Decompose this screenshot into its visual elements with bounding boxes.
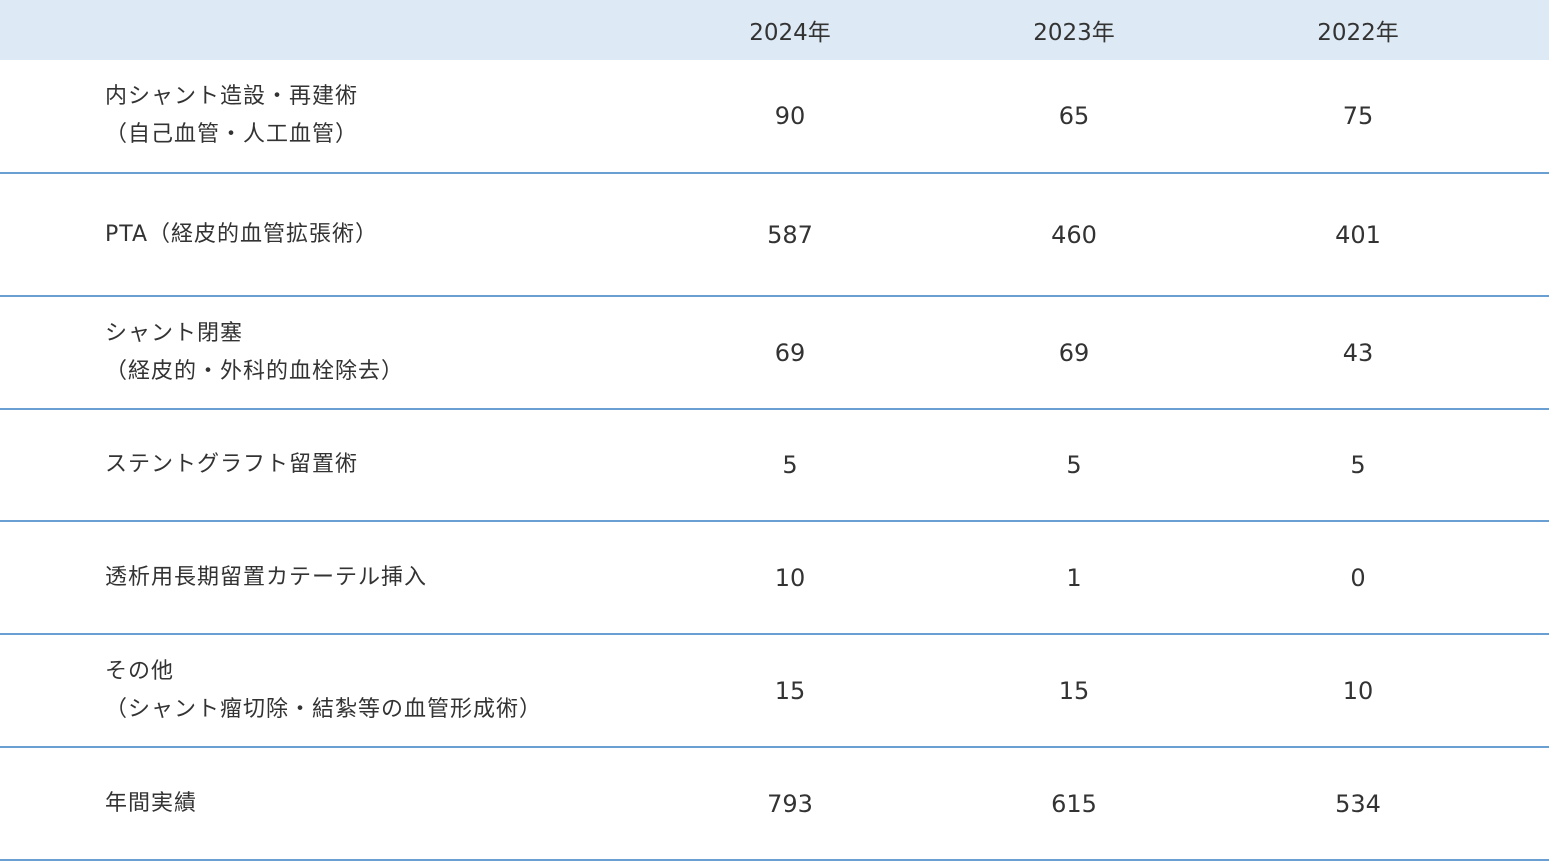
table-row: シャント閉塞 （経皮的・外科的血栓除去） 69 69 43 [0,297,1549,410]
row-label-line1: 内シャント造設・再建術 [105,84,359,109]
row-value-2022: 0 [1350,563,1366,592]
row-label: PTA（経皮的血管拡張術） [0,216,648,254]
row-value-2022: 10 [1342,676,1374,705]
table-row: その他 （シャント瘤切除・結紮等の血管形成術） 15 15 10 [0,635,1549,748]
row-label-line2: （シャント瘤切除・結紮等の血管形成術） [105,696,543,722]
row-value-2022: 75 [1342,102,1374,130]
row-value-2024: 15 [774,676,806,705]
row-value-2024: 10 [774,563,806,592]
row-value-2023: 65 [1058,102,1090,130]
row-label: シャント閉塞 （経皮的・外科的血栓除去） [0,315,648,391]
row-label-line1: 透析用長期留置カテーテル挿入 [105,564,428,590]
table-row: 内シャント造設・再建術 （自己血管・人工血管） 90 65 75 [0,60,1549,174]
table-row-total: 年間実績 793 615 534 [0,748,1549,861]
table-row: 透析用長期留置カテーテル挿入 10 1 0 [0,522,1549,635]
row-value-2024: 90 [774,102,806,130]
row-value-2023: 15 [1058,676,1090,705]
row-value-2023: 5 [1066,451,1082,479]
header-corner [0,0,648,60]
header-year-2024: 2024年 [749,20,831,46]
row-value-2024: 5 [782,451,798,479]
row-value-2023: 1 [1066,563,1082,592]
row-label-line1: その他 [105,658,175,684]
header-year-2022: 2022年 [1317,20,1399,46]
row-label: ステントグラフト留置術 [0,446,648,484]
row-label: 年間実績 [0,785,648,823]
row-value-2023: 460 [1051,220,1097,249]
row-value-2022: 43 [1342,338,1374,367]
row-value-2022: 401 [1335,220,1381,249]
row-label: その他 （シャント瘤切除・結紮等の血管形成術） [0,653,648,729]
row-value-2022: 534 [1335,789,1381,818]
row-label-line1: 年間実績 [105,790,198,816]
row-label-line2: （経皮的・外科的血栓除去） [105,358,405,384]
row-label-line2: （自己血管・人工血管） [105,122,359,147]
table-header: 2024年 2023年 2022年 [0,0,1549,60]
table-row: ステントグラフト留置術 5 5 5 [0,410,1549,522]
row-value-2023: 615 [1051,789,1097,818]
row-value-2022: 5 [1350,451,1366,479]
row-label-line1: ステントグラフト留置術 [105,452,359,477]
row-value-2024: 793 [767,789,813,818]
row-label-line1: シャント閉塞 [105,320,244,346]
header-year-2023: 2023年 [1033,20,1115,46]
row-label-line1: PTA（経皮的血管拡張術） [105,221,379,247]
row-value-2024: 587 [767,220,813,249]
table-row: PTA（経皮的血管拡張術） 587 460 401 [0,174,1549,297]
row-value-2023: 69 [1058,338,1090,367]
row-label: 透析用長期留置カテーテル挿入 [0,559,648,597]
row-label: 内シャント造設・再建術 （自己血管・人工血管） [0,78,648,154]
row-value-2024: 69 [774,338,806,367]
